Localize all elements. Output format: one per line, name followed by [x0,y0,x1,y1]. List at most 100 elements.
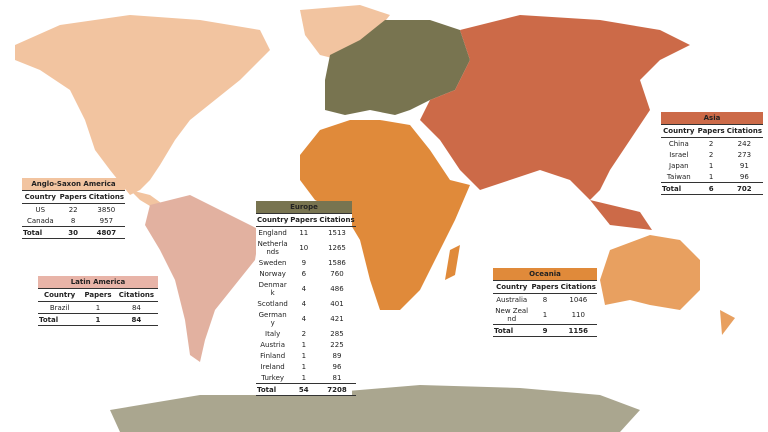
cell: 4807 [87,226,125,239]
column-header: Citations [725,125,763,138]
cell: Total [22,226,59,239]
asia [420,15,690,200]
cell: Scotland [257,299,288,308]
cell: 30 [58,226,88,239]
cell: 8 [70,216,76,225]
column-header: Citations [318,214,356,227]
cell: 760 [330,269,344,278]
column-header: Papers [530,281,560,294]
cell: New Zealnd [495,306,529,323]
cell: 84 [131,303,141,312]
cell: 4 [301,284,307,293]
row: Germany 4 421 [256,309,356,328]
antarctica [110,385,640,432]
cell: 2 [301,329,307,338]
cell: Brazil [49,303,70,312]
cell: Canada [27,216,54,225]
cell: Australia [496,295,528,304]
total-row: Total 30 4807 [22,226,125,239]
row: Italy 2 285 [256,328,356,339]
cell: 225 [330,340,344,349]
cell: Turkey [261,373,285,382]
row: England 11 1513 [256,227,356,239]
cell: 110 [571,310,585,319]
cell: 1 [301,351,307,360]
total-row: Total 54 7208 [256,383,356,396]
cell: Ireland [260,362,285,371]
cell: 91 [739,161,749,170]
cell: 273 [737,150,752,159]
cell: 8 [542,295,548,304]
cell: Japan [669,161,689,170]
column-header: Country [22,191,59,204]
column-header: Country [38,289,82,302]
row: Taiwan 1 96 [661,171,763,183]
cell: 1 [301,373,307,382]
cell: 9 [301,258,307,267]
cell: 1 [95,303,101,312]
cell: 6 [696,182,726,195]
column-header: Papers [289,214,319,227]
cell: Total [256,383,290,396]
table: Country Papers Citations Australia 8 1046 New … [493,281,597,337]
row: New Zealnd 1 110 [493,305,597,325]
cell: 6 [301,269,307,278]
cell: 22 [68,205,78,214]
cell: 54 [289,383,319,396]
cell: Germany [258,310,287,327]
cell: 1 [81,313,115,326]
cell: 702 [725,182,763,195]
header-row: Country Papers Citations [493,281,597,294]
cell: 242 [737,139,752,148]
column-header: Country [256,214,290,227]
cell: Austria [260,340,285,349]
table: Country Papers Citations England 11 1513 Nethe… [256,214,356,396]
header-row: Country Papers Citations [22,191,125,204]
table: Country Papers Citations US 22 3850 Canada 8 957… [22,191,125,239]
cell: 96 [332,362,342,371]
cell: Norway [259,269,286,278]
row: China 2 242 [661,138,763,150]
cell: 2 [708,150,714,159]
cell: Israel [669,150,689,159]
cell: Total [38,313,82,326]
column-header: Country [661,125,697,138]
row: Finland 1 89 [256,350,356,361]
cell: 2 [708,139,714,148]
table-title: Oceania [493,268,597,281]
total-row: Total 6 702 [661,182,763,195]
region-table: Anglo-Saxon America Country Papers Citation… [22,178,125,239]
row: Ireland 1 96 [256,361,356,372]
column-header: Papers [81,289,115,302]
cell: England [258,228,287,237]
column-header: Country [493,281,531,294]
cell: 7208 [318,383,356,396]
region-table: Europe Country Papers Citations England 11 151… [256,201,356,396]
cell: Italy [265,329,281,338]
cell: 96 [739,172,749,181]
greenland [300,5,390,60]
cell: 1 [301,362,307,371]
cell: 1 [542,310,548,319]
cell: Netherlands [257,239,288,256]
cell: 1265 [328,243,346,252]
cell: 10 [299,243,309,252]
cell: US [35,205,46,214]
southeast-asia-islands [590,200,652,230]
cell: 1 [708,161,714,170]
table: Country Papers Citations China 2 242 Israel 2 27… [661,125,763,195]
total-row: Total 9 1156 [493,324,597,337]
region-table: Latin America Country Papers Citations Brazi… [38,276,158,326]
column-header: Papers [58,191,88,204]
australia [600,235,700,310]
cell: 81 [332,373,342,382]
cell: Total [493,324,531,337]
row: Israel 2 273 [661,149,763,160]
cell: 3850 [97,205,116,214]
cell: 89 [332,351,342,360]
table: Country Papers Citations Brazil 1 84 Total 1 84 [38,289,158,326]
row: Austria 1 225 [256,339,356,350]
row: Brazil 1 84 [38,302,158,314]
madagascar [445,245,460,280]
